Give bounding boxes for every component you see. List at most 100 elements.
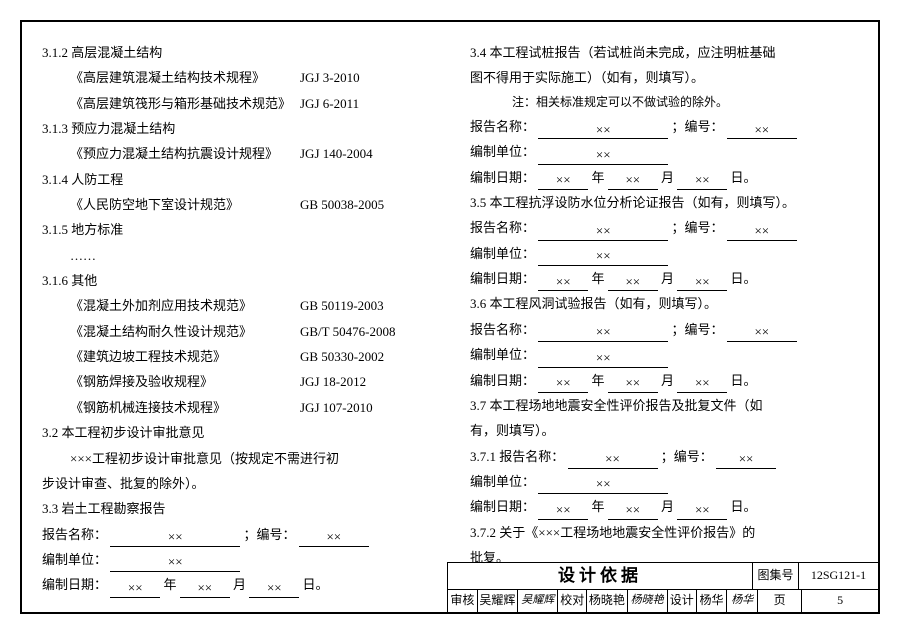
report-unit-row: 编制单位： ××: [470, 342, 858, 367]
label: 报告名称：: [470, 220, 535, 235]
sec-3-1-6-head: 3.1.6 其他: [42, 268, 430, 293]
report-unit-row: 编制单位： ××: [42, 547, 430, 572]
check-sign: 杨晓艳: [627, 590, 667, 612]
report-name-row: 报告名称： ×× ；编号： ××: [470, 215, 858, 240]
spec-title: 《人民防空地下室设计规范》: [70, 192, 239, 217]
spec-title: 《建筑边坡工程技术规范》: [70, 344, 226, 369]
label: ；编号：: [661, 449, 713, 464]
sec-3-1-3-head: 3.1.3 预应力混凝土结构: [42, 116, 430, 141]
label: 3.7.1 报告名称：: [470, 449, 564, 464]
page-label: 页: [757, 590, 801, 612]
underline: ××: [538, 350, 668, 368]
columns: 3.1.2 高层混凝土结构 《高层建筑混凝土结构技术规程》 JGJ 3-2010…: [22, 40, 878, 560]
sec-3-3-head: 3.3 岩土工程勘察报告: [42, 496, 430, 521]
sec-3-1-2-head: 3.1.2 高层混凝土结构: [42, 40, 430, 65]
underline: ××: [716, 451, 776, 469]
sec-3-5: 3.5 本工程抗浮设防水位分析论证报告（如有，则填写）。: [470, 190, 858, 215]
sec-3-7-line1: 3.7 本工程场地地震安全性评价报告及批复文件（如: [470, 393, 858, 418]
underline: ××: [677, 375, 727, 393]
underline: ××: [538, 274, 588, 292]
label: 编制日期：: [470, 170, 535, 185]
sec-3-1-5-body: ……: [42, 243, 430, 268]
underline: ××: [538, 324, 668, 342]
report-date-row: 编制日期： ×× 年 ×× 月 ×× 日。: [470, 165, 858, 190]
label: 月: [233, 577, 246, 592]
label: ；编号：: [244, 527, 296, 542]
label: 日。: [731, 170, 757, 185]
sec-3-4-note: 注：相关标准规定可以不做试验的除外。: [470, 91, 858, 114]
underline: ××: [538, 122, 668, 140]
underline: ××: [299, 529, 369, 547]
underline: ××: [727, 223, 797, 241]
underline: ××: [568, 451, 658, 469]
underline: ××: [608, 502, 658, 520]
spec-row: 《人民防空地下室设计规范》 GB 50038-2005: [42, 192, 430, 217]
sec-3-6: 3.6 本工程风洞试验报告（如有，则填写）。: [470, 291, 858, 316]
label: 报告名称：: [470, 119, 535, 134]
review-label: 审核: [448, 590, 477, 612]
title-block-row2: 审核 吴耀辉 吴耀辉 校对 杨晓艳 杨晓艳 设计 杨华 杨华 页 5: [448, 589, 878, 612]
sec-3-2-head: 3.2 本工程初步设计审批意见: [42, 420, 430, 445]
label: 年: [592, 271, 605, 286]
sec-3-2-body: ×××工程初步设计审批意见（按规定不需进行初: [42, 446, 430, 471]
label: 编制单位：: [470, 144, 535, 159]
underline: ××: [538, 147, 668, 165]
label: 年: [164, 577, 177, 592]
underline: ××: [727, 122, 797, 140]
underline: ××: [180, 580, 230, 598]
check-label: 校对: [557, 590, 586, 612]
label: 编制单位：: [470, 474, 535, 489]
spec-code: GB 50119-2003: [300, 293, 430, 318]
sec-3-7-1: 3.7.1 报告名称： ×× ；编号： ××: [470, 444, 858, 469]
spec-row: 《钢筋焊接及验收规程》 JGJ 18-2012: [42, 369, 430, 394]
underline: ××: [538, 248, 668, 266]
label: 编制日期：: [470, 271, 535, 286]
spec-row: 《高层建筑混凝土结构技术规程》 JGJ 3-2010: [42, 65, 430, 90]
review-sign: 吴耀辉: [517, 590, 557, 612]
underline: ××: [677, 274, 727, 292]
spec-code: JGJ 18-2012: [300, 369, 430, 394]
underline: ××: [608, 172, 658, 190]
label: 年: [592, 499, 605, 514]
page-number: 5: [801, 590, 878, 612]
label: 编制单位：: [42, 552, 107, 567]
spec-row: 《混凝土外加剂应用技术规范》 GB 50119-2003: [42, 293, 430, 318]
label: 编制日期：: [470, 499, 535, 514]
spec-code: JGJ 140-2004: [300, 141, 430, 166]
label: 月: [661, 271, 674, 286]
report-date-row: 编制日期： ×× 年 ×× 月 ×× 日。: [470, 494, 858, 519]
report-name-row: 报告名称： ×× ；编号： ××: [470, 114, 858, 139]
atlas-label: 图集号: [752, 563, 798, 589]
page-frame: 3.1.2 高层混凝土结构 《高层建筑混凝土结构技术规程》 JGJ 3-2010…: [20, 20, 880, 614]
spec-title: 《钢筋焊接及验收规程》: [70, 369, 213, 394]
spec-title: 《预应力混凝土结构抗震设计规程》: [70, 141, 278, 166]
spec-code: GB/T 50476-2008: [300, 319, 430, 344]
report-unit-row: 编制单位： ××: [470, 241, 858, 266]
underline: ××: [110, 554, 240, 572]
spec-title: 《混凝土外加剂应用技术规范》: [70, 293, 252, 318]
sec-3-1-4-head: 3.1.4 人防工程: [42, 167, 430, 192]
label: ；编号：: [672, 322, 724, 337]
spec-code: GB 50038-2005: [300, 192, 430, 217]
spec-code: JGJ 107-2010: [300, 395, 430, 420]
sec-3-7-2-line1: 3.7.2 关于《×××工程场地地震安全性评价报告》的: [470, 520, 858, 545]
left-column: 3.1.2 高层混凝土结构 《高层建筑混凝土结构技术规程》 JGJ 3-2010…: [22, 40, 450, 560]
underline: ××: [677, 502, 727, 520]
title-block-row1: 设计依据 图集号 12SG121-1: [448, 563, 878, 589]
label: 日。: [731, 271, 757, 286]
report-name-row: 报告名称： ×× ；编号： ××: [470, 317, 858, 342]
report-date-row: 编制日期： ×× 年 ×× 月 ×× 日。: [470, 368, 858, 393]
label: 月: [661, 170, 674, 185]
underline: ××: [249, 580, 299, 598]
spec-title: 《高层建筑筏形与箱形基础技术规范》: [70, 91, 291, 116]
label: 报告名称：: [42, 527, 107, 542]
underline: ××: [608, 274, 658, 292]
spec-row: 《高层建筑筏形与箱形基础技术规范》 JGJ 6-2011: [42, 91, 430, 116]
label: 报告名称：: [470, 322, 535, 337]
label: 编制单位：: [470, 246, 535, 261]
label: 日。: [731, 499, 757, 514]
underline: ××: [110, 529, 240, 547]
underline: ××: [538, 476, 668, 494]
underline: ××: [110, 580, 160, 598]
report-date-row: 编制日期： ×× 年 ×× 月 ×× 日。: [42, 572, 430, 597]
